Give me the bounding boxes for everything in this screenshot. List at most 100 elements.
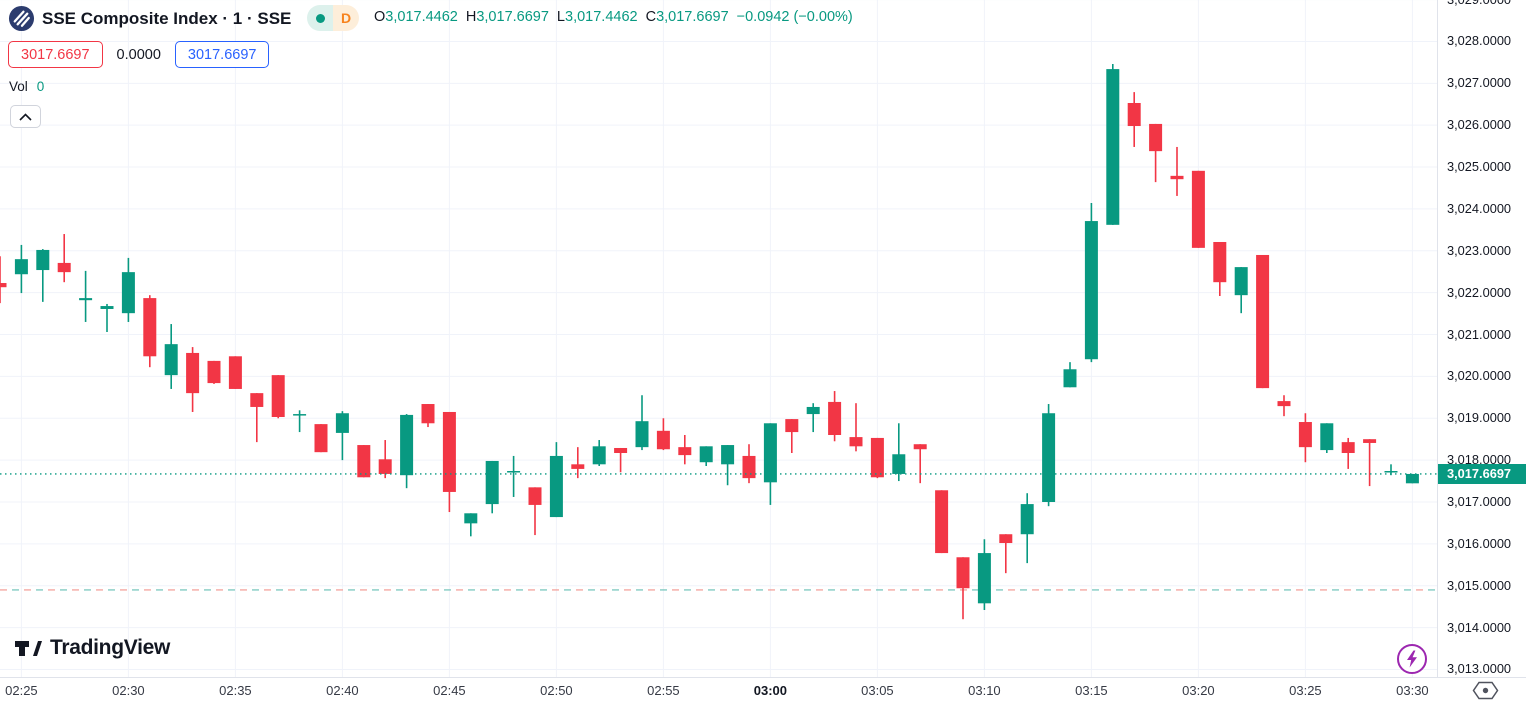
candle-body bbox=[314, 424, 328, 453]
tradingview-brand-text: TradingView bbox=[50, 636, 171, 659]
chevron-up-icon bbox=[19, 112, 32, 121]
candle-body bbox=[1384, 471, 1398, 473]
spread-value: 0.0000 bbox=[116, 46, 161, 63]
candle-body bbox=[1277, 401, 1291, 407]
price-tick-label: 3,025.0000 bbox=[1447, 159, 1512, 175]
candle-body bbox=[293, 414, 307, 416]
price-tick-label: 3,024.0000 bbox=[1447, 200, 1512, 216]
candle-body bbox=[571, 464, 585, 469]
interval-segment[interactable]: D bbox=[333, 5, 359, 31]
low-label: L bbox=[556, 9, 565, 25]
candle-body bbox=[143, 298, 157, 357]
price-tick-label: 3,015.0000 bbox=[1447, 577, 1512, 593]
ohlc-values: O3,017.4462 H3,017.6697 L3,017.4462 C3,017.… bbox=[374, 9, 853, 25]
candle-body bbox=[892, 454, 906, 474]
candle-body bbox=[828, 401, 842, 436]
candle-body bbox=[1106, 69, 1120, 225]
sell-price-button[interactable]: 3017.6697 bbox=[8, 41, 103, 68]
candle-body bbox=[1320, 423, 1334, 451]
price-tick-label: 3,017.0000 bbox=[1447, 493, 1512, 509]
high-value: 3,017.6697 bbox=[476, 9, 549, 25]
candle-body bbox=[121, 272, 135, 314]
time-tick-label: 02:25 bbox=[5, 683, 38, 698]
time-tick-label: 03:30 bbox=[1396, 683, 1429, 698]
change-value: −0.0942 (−0.00%) bbox=[736, 9, 853, 25]
time-tick-label: 02:35 bbox=[219, 683, 252, 698]
market-status-segment[interactable] bbox=[307, 5, 333, 31]
open-value: 3,017.4462 bbox=[385, 9, 458, 25]
candle-body bbox=[528, 487, 542, 505]
candle-body bbox=[357, 445, 371, 478]
lightning-bolt-icon bbox=[1407, 650, 1417, 668]
candle-body bbox=[1127, 102, 1141, 127]
time-tick-label: 03:20 bbox=[1182, 683, 1215, 698]
candle-body bbox=[1149, 123, 1163, 152]
tradingview-brand[interactable]: TradingView bbox=[14, 634, 170, 662]
volume-value: 0 bbox=[36, 79, 45, 94]
candle-body bbox=[1213, 241, 1227, 283]
time-tick-label: 03:00 bbox=[753, 683, 788, 698]
axis-settings-button[interactable] bbox=[1470, 681, 1500, 700]
candle-body bbox=[763, 423, 777, 483]
time-tick-label: 03:25 bbox=[1289, 683, 1322, 698]
candle-body bbox=[956, 557, 970, 589]
candle-body bbox=[806, 406, 820, 415]
candle-body bbox=[742, 455, 756, 479]
volume-label: Vol bbox=[9, 79, 28, 94]
candle-body bbox=[507, 471, 521, 473]
symbol-title[interactable]: SSE Composite Index · 1 · SSE bbox=[42, 8, 292, 28]
time-tick-label: 02:45 bbox=[433, 683, 466, 698]
candle-body bbox=[1042, 413, 1056, 502]
price-tick-label: 3,028.0000 bbox=[1447, 33, 1512, 49]
price-tick-label: 3,020.0000 bbox=[1447, 368, 1512, 384]
candle-body bbox=[1020, 504, 1034, 535]
candle-body bbox=[635, 421, 649, 448]
candle-body bbox=[464, 513, 478, 524]
chart-pane[interactable] bbox=[0, 0, 1437, 677]
candle-body bbox=[785, 419, 799, 433]
candle-body bbox=[207, 360, 221, 384]
time-tick-label: 02:30 bbox=[112, 683, 145, 698]
candle-body bbox=[656, 430, 670, 450]
price-tick-label: 3,014.0000 bbox=[1447, 619, 1512, 635]
candle-body bbox=[164, 344, 178, 376]
buy-price-button[interactable]: 3017.6697 bbox=[174, 41, 270, 68]
candle-body bbox=[400, 414, 414, 476]
candle-body bbox=[250, 393, 264, 407]
interval-pill[interactable]: D bbox=[307, 5, 359, 31]
candle-body bbox=[100, 306, 114, 309]
candle-body bbox=[1084, 221, 1098, 360]
candle-body bbox=[442, 411, 456, 492]
candle-body bbox=[57, 262, 71, 273]
price-tick-label: 3,027.0000 bbox=[1447, 75, 1512, 91]
close-value: 3,017.6697 bbox=[656, 9, 729, 25]
price-tick-label: 3,022.0000 bbox=[1447, 284, 1512, 300]
candle-body bbox=[699, 446, 713, 463]
sell-price-value: 3017.6697 bbox=[21, 46, 90, 63]
time-tick-label: 03:15 bbox=[1075, 683, 1108, 698]
symbol-header[interactable]: SSE Composite Index · 1 · SSE bbox=[8, 5, 291, 32]
time-tick-label: 03:05 bbox=[861, 683, 894, 698]
buy-price-value: 3017.6697 bbox=[187, 46, 257, 63]
time-axis[interactable]: 02:25 02:30 02:35 02:40 02:45 02:50 02:55 03:00… bbox=[0, 677, 1526, 702]
price-tick-label: 3,026.0000 bbox=[1447, 117, 1512, 133]
price-axis[interactable]: 3,029.0000 3,028.0000 3,027.0000 3,026.0000… bbox=[1437, 0, 1526, 677]
time-tick-label: 03:10 bbox=[968, 683, 1001, 698]
hexagon-settings-icon bbox=[1472, 681, 1498, 700]
candle-body bbox=[549, 455, 563, 518]
candle-body bbox=[1256, 254, 1270, 389]
candle-body bbox=[592, 446, 606, 465]
instant-order-button[interactable] bbox=[1397, 644, 1427, 674]
candle-body bbox=[228, 356, 242, 389]
current-price-badge[interactable]: 3,017.6697 bbox=[1438, 463, 1526, 484]
candlestick-chart bbox=[0, 0, 1437, 677]
candle-body bbox=[0, 283, 7, 288]
symbol-logo-icon bbox=[8, 5, 35, 32]
price-tick-label: 3,016.0000 bbox=[1447, 535, 1512, 551]
price-tick-label: 3,013.0000 bbox=[1447, 661, 1512, 677]
candle-body bbox=[1191, 170, 1205, 248]
candle-body bbox=[14, 259, 28, 275]
collapse-legend-button[interactable] bbox=[10, 105, 41, 128]
candle-body bbox=[935, 490, 949, 554]
